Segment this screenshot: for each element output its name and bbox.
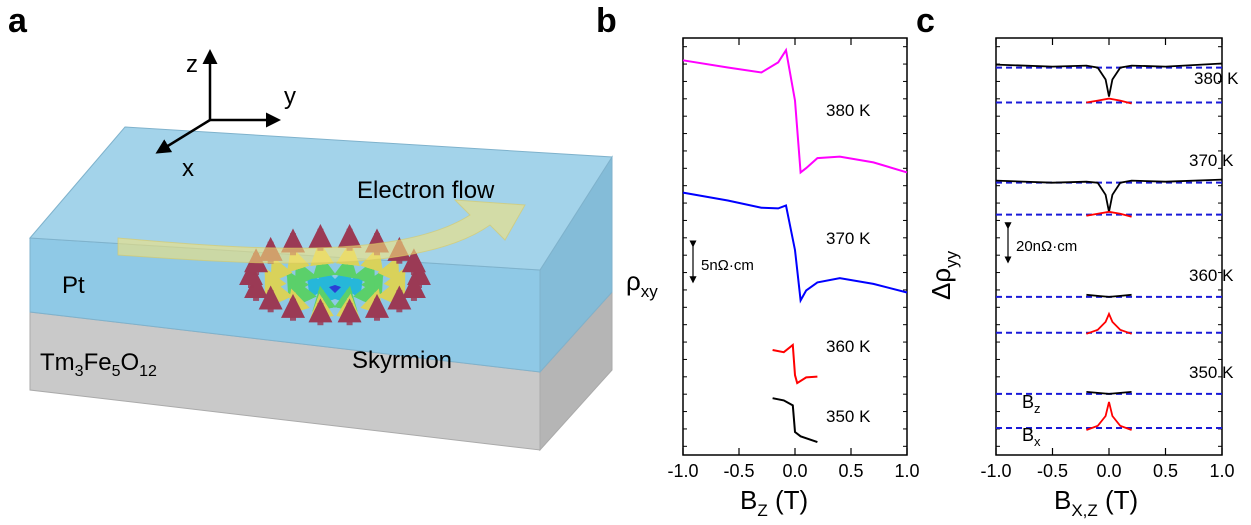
subscript: yy bbox=[942, 250, 961, 268]
x-tick-label: -1.0 bbox=[980, 461, 1011, 481]
x-tick-label: -0.5 bbox=[723, 461, 754, 481]
subscript: xy bbox=[641, 282, 659, 301]
x-tick-label: 0.0 bbox=[1096, 461, 1121, 481]
text-part: Tm bbox=[40, 349, 75, 376]
flow-label: Electron flow bbox=[357, 177, 495, 204]
text-part: Fe bbox=[84, 349, 112, 376]
data-line bbox=[773, 398, 818, 442]
data-line bbox=[683, 193, 907, 301]
data-line bbox=[683, 50, 907, 172]
field-label: Bz bbox=[1022, 392, 1041, 416]
text-part: ρ bbox=[626, 266, 641, 296]
subscript: x bbox=[1034, 434, 1041, 449]
data-line bbox=[773, 345, 818, 383]
data-line bbox=[996, 180, 1222, 212]
subscript: Z bbox=[757, 501, 767, 520]
series-label: 360 K bbox=[826, 337, 871, 356]
text-part: B bbox=[740, 485, 757, 515]
subscript: 12 bbox=[139, 363, 157, 380]
series-label: 370 K bbox=[826, 229, 871, 248]
y-axis-label: ρxy bbox=[626, 266, 658, 301]
axis-label: y bbox=[284, 83, 296, 110]
text-part: B bbox=[1022, 392, 1034, 412]
page: a b c z y x Electron flow Pt Tm3Fe5O12 S… bbox=[0, 0, 1251, 525]
text-part: O bbox=[120, 349, 139, 376]
text-part: Δρ bbox=[926, 268, 956, 300]
scale-bar-label: 5nΩ·cm bbox=[701, 257, 754, 274]
data-line bbox=[1086, 314, 1131, 334]
text-part: (T) bbox=[1098, 485, 1138, 515]
panel-label: b bbox=[596, 2, 617, 40]
subscript: 3 bbox=[75, 363, 84, 380]
data-line bbox=[1086, 402, 1131, 430]
x-axis-label: BX,Z (T) bbox=[1054, 485, 1138, 520]
panel-label: a bbox=[8, 2, 28, 40]
axis-label: x bbox=[182, 155, 194, 182]
x-tick-label: 1.0 bbox=[1209, 461, 1234, 481]
panel-label: c bbox=[916, 2, 935, 40]
group-label: 380 K bbox=[1194, 69, 1239, 88]
skyrmion-label: Skyrmion bbox=[352, 347, 452, 374]
x-tick-label: -0.5 bbox=[1037, 461, 1068, 481]
group-label: 360 K bbox=[1189, 266, 1234, 285]
group-label: 350 K bbox=[1189, 363, 1234, 382]
group-label: 370 K bbox=[1189, 151, 1234, 170]
x-tick-label: -1.0 bbox=[667, 461, 698, 481]
text-part: B bbox=[1054, 485, 1071, 515]
x-tick-label: 0.5 bbox=[838, 461, 863, 481]
data-line bbox=[1086, 295, 1131, 297]
axis-label: z bbox=[186, 51, 198, 78]
subscript: X,Z bbox=[1071, 501, 1097, 520]
figure: a b c z y x Electron flow Pt Tm3Fe5O12 S… bbox=[0, 0, 1251, 525]
text-part: (T) bbox=[768, 485, 808, 515]
subscript: 5 bbox=[112, 363, 121, 380]
subscript: z bbox=[1034, 401, 1041, 416]
x-tick-label: 0.5 bbox=[1153, 461, 1178, 481]
text-part: B bbox=[1022, 425, 1034, 445]
layer-label: Pt bbox=[62, 272, 85, 299]
x-axis-label: BZ (T) bbox=[740, 485, 808, 520]
x-tick-label: 1.0 bbox=[894, 461, 919, 481]
series-label: 350 K bbox=[826, 407, 871, 426]
series-label: 380 K bbox=[826, 101, 871, 120]
x-tick-label: 0.0 bbox=[782, 461, 807, 481]
scale-bar-label: 20nΩ·cm bbox=[1016, 238, 1077, 255]
y-axis-label: Δρyy bbox=[926, 250, 961, 300]
